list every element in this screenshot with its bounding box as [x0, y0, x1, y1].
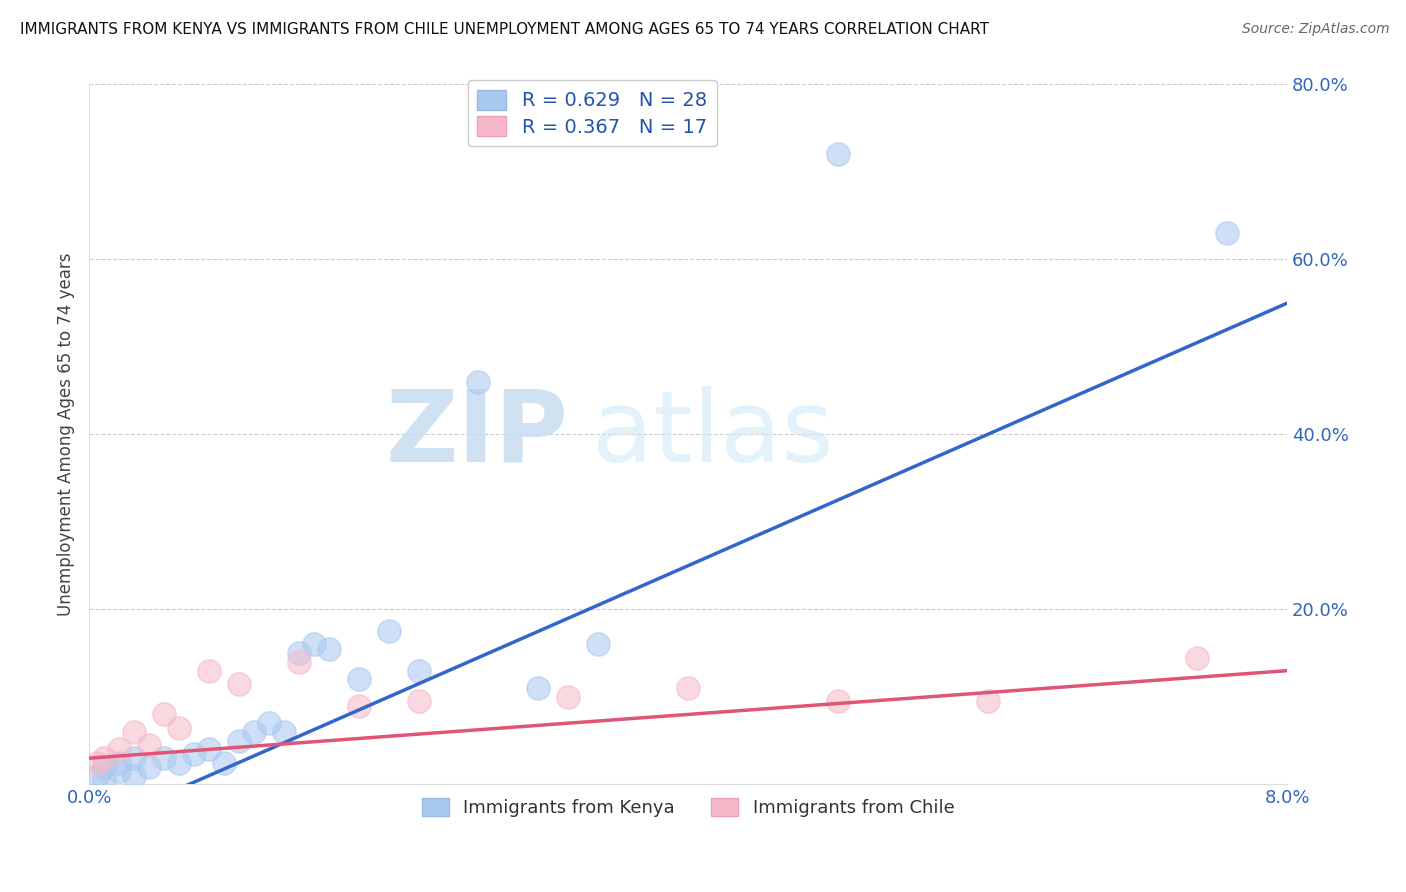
Point — [86, 769, 108, 783]
Point — [228, 677, 250, 691]
Point — [86, 756, 108, 770]
Point — [108, 756, 131, 770]
Point — [287, 655, 309, 669]
Point — [408, 664, 430, 678]
Point — [153, 707, 176, 722]
Point — [198, 742, 221, 756]
Point — [228, 733, 250, 747]
Point — [976, 694, 998, 708]
Point — [138, 760, 160, 774]
Point — [167, 721, 190, 735]
Point — [827, 147, 849, 161]
Point — [108, 764, 131, 779]
Point — [212, 756, 235, 770]
Point — [183, 747, 205, 761]
Point — [347, 698, 370, 713]
Point — [122, 751, 145, 765]
Point — [198, 664, 221, 678]
Point — [287, 646, 309, 660]
Point — [122, 725, 145, 739]
Point — [93, 760, 115, 774]
Point — [302, 637, 325, 651]
Point — [827, 694, 849, 708]
Point — [108, 742, 131, 756]
Text: atlas: atlas — [592, 386, 834, 483]
Point — [93, 751, 115, 765]
Y-axis label: Unemployment Among Ages 65 to 74 years: Unemployment Among Ages 65 to 74 years — [58, 252, 75, 616]
Point — [467, 375, 489, 389]
Point — [557, 690, 579, 704]
Point — [408, 694, 430, 708]
Point — [167, 756, 190, 770]
Point — [153, 751, 176, 765]
Point — [527, 681, 550, 696]
Point — [138, 738, 160, 752]
Point — [676, 681, 699, 696]
Text: Source: ZipAtlas.com: Source: ZipAtlas.com — [1241, 22, 1389, 37]
Text: IMMIGRANTS FROM KENYA VS IMMIGRANTS FROM CHILE UNEMPLOYMENT AMONG AGES 65 TO 74 : IMMIGRANTS FROM KENYA VS IMMIGRANTS FROM… — [20, 22, 988, 37]
Point — [377, 624, 399, 639]
Point — [257, 716, 280, 731]
Point — [273, 725, 295, 739]
Point — [586, 637, 609, 651]
Point — [347, 673, 370, 687]
Point — [93, 773, 115, 788]
Point — [1187, 650, 1209, 665]
Point — [122, 769, 145, 783]
Text: ZIP: ZIP — [385, 386, 568, 483]
Point — [318, 641, 340, 656]
Legend: Immigrants from Kenya, Immigrants from Chile: Immigrants from Kenya, Immigrants from C… — [415, 790, 962, 824]
Point — [1216, 226, 1239, 240]
Point — [243, 725, 266, 739]
